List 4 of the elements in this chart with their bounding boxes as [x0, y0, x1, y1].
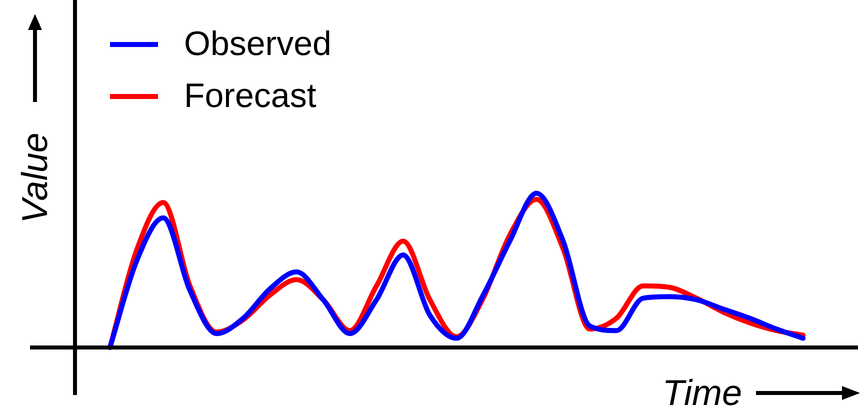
- y-axis-title: Value: [14, 132, 55, 224]
- x-axis-title: Time: [662, 372, 742, 413]
- legend-label: Observed: [184, 24, 332, 64]
- legend-label: Forecast: [184, 76, 316, 116]
